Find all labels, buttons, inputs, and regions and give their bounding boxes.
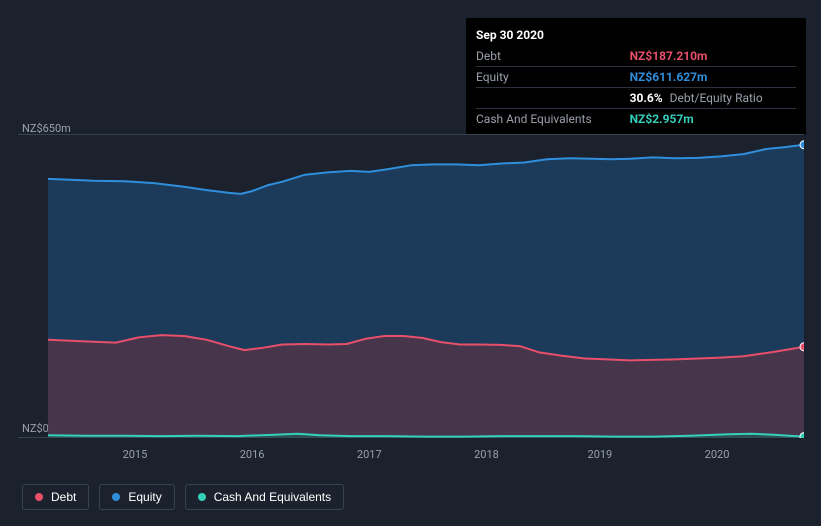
tooltip-row-label: Cash And Equivalents bbox=[476, 109, 630, 130]
tooltip-table: DebtNZ$187.210mEquityNZ$611.627m30.6% De… bbox=[476, 46, 796, 129]
chart-plot-area bbox=[18, 134, 804, 438]
end-marker-debt bbox=[800, 343, 804, 351]
tooltip-row-label: Debt bbox=[476, 46, 630, 67]
end-marker-equity bbox=[800, 141, 804, 149]
tooltip-row-value: NZ$611.627m bbox=[630, 67, 796, 88]
legend: Debt Equity Cash And Equivalents bbox=[22, 484, 344, 510]
tooltip-date: Sep 30 2020 bbox=[476, 24, 796, 46]
tooltip-row-value: NZ$187.210m bbox=[630, 46, 796, 67]
x-tick-label: 2020 bbox=[705, 448, 730, 461]
hover-tooltip: Sep 30 2020 DebtNZ$187.210mEquityNZ$611.… bbox=[466, 18, 806, 135]
x-tick-label: 2015 bbox=[123, 448, 148, 461]
legend-item-debt[interactable]: Debt bbox=[22, 484, 89, 510]
legend-item-equity[interactable]: Equity bbox=[99, 484, 174, 510]
x-tick-label: 2019 bbox=[588, 448, 613, 461]
x-tick-label: 2017 bbox=[357, 448, 382, 461]
tooltip-row-value: NZ$2.957m bbox=[630, 109, 796, 130]
tooltip-row-label bbox=[476, 88, 630, 109]
x-tick-label: 2016 bbox=[240, 448, 265, 461]
tooltip-row-label: Equity bbox=[476, 67, 630, 88]
x-axis-labels: 2015 2016 2017 2018 2019 2020 bbox=[48, 448, 804, 463]
legend-dot bbox=[112, 493, 120, 501]
tooltip-row-value: 30.6% Debt/Equity Ratio bbox=[630, 88, 796, 109]
legend-label: Cash And Equivalents bbox=[214, 490, 331, 504]
legend-label: Debt bbox=[51, 490, 76, 504]
legend-dot bbox=[35, 493, 43, 501]
area-chart[interactable] bbox=[48, 134, 804, 438]
legend-item-cash-and-equivalents[interactable]: Cash And Equivalents bbox=[185, 484, 344, 510]
x-tick-label: 2018 bbox=[474, 448, 499, 461]
legend-label: Equity bbox=[128, 490, 161, 504]
legend-dot bbox=[198, 493, 206, 501]
